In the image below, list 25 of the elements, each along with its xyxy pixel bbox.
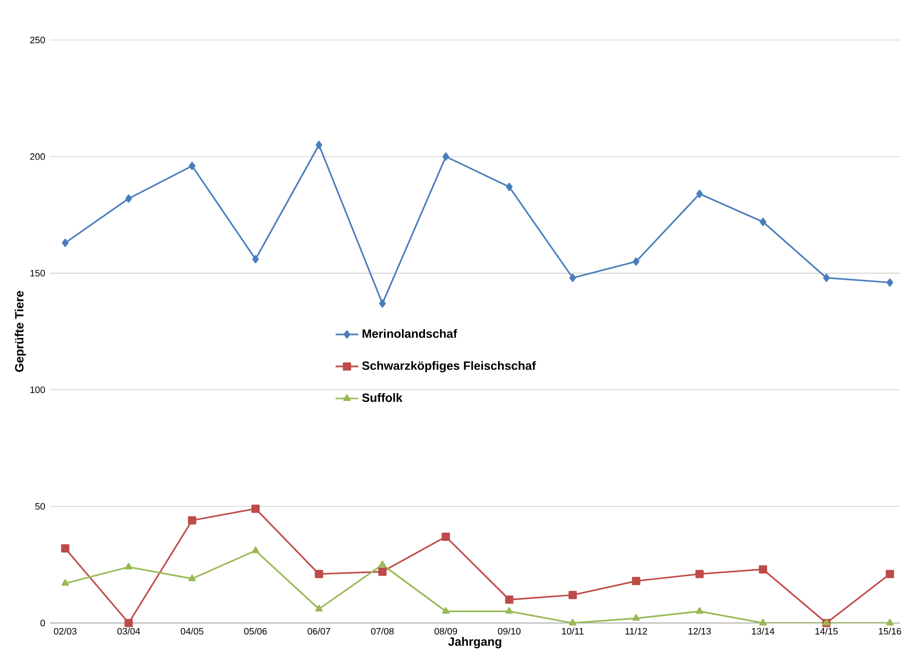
y-tick-label: 50 (35, 503, 45, 510)
y-tick-label: 250 (30, 36, 45, 44)
x-tick-label: 10/11 (562, 628, 584, 635)
y-axis-title: Geprüfte Tiere (14, 290, 26, 372)
x-tick-label: 02/03 (54, 628, 76, 635)
x-tick-label: 14/15 (815, 628, 838, 635)
x-tick-label: 06/07 (308, 628, 330, 635)
x-tick-label: 03/04 (117, 628, 140, 635)
legend-label: Merinolandschaf (362, 329, 458, 338)
x-tick-label: 07/08 (371, 628, 394, 635)
y-tick-label: 100 (30, 386, 45, 394)
x-tick-label: 09/10 (498, 628, 521, 635)
x-axis-title: Jahrgang (448, 637, 502, 648)
y-tick-label: 150 (30, 270, 45, 276)
x-tick-label: 13/14 (752, 628, 774, 635)
x-tick-label: 05/06 (244, 628, 267, 635)
legend-label: Suffolk (362, 393, 402, 402)
x-tick-label: 04/05 (180, 628, 204, 635)
x-tick-label: 12/13 (688, 628, 711, 635)
x-tick-label: 11/12 (626, 628, 647, 635)
x-tick-label: 15/16 (878, 628, 902, 635)
y-tick-label: 200 (30, 153, 45, 160)
legend-label: Schwarzköpfiges Fleischschaf (362, 361, 536, 372)
y-tick-label: 0 (40, 620, 45, 626)
x-tick-label: 08/09 (434, 628, 458, 635)
